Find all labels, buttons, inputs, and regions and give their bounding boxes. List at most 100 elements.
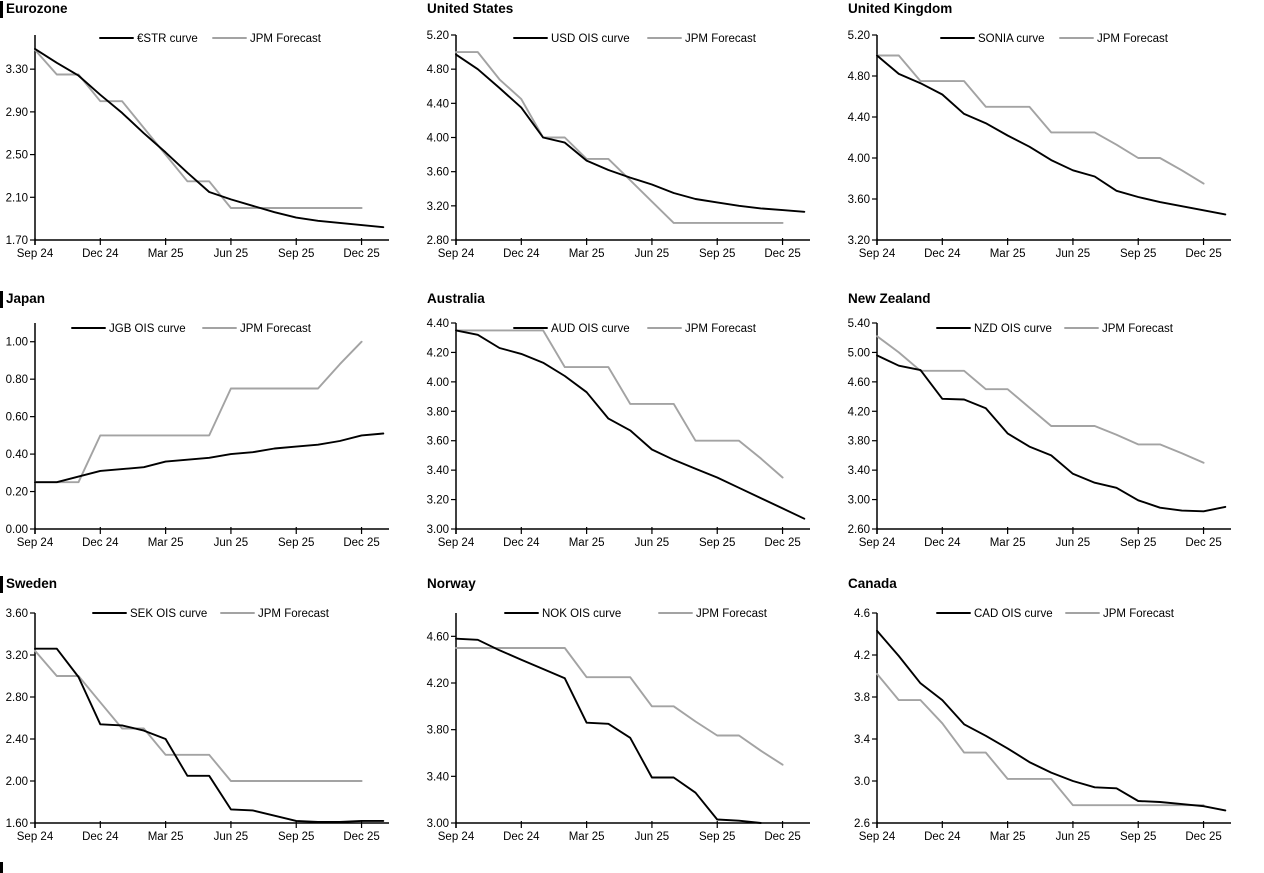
x-tick-label: Sep 25 [278,831,314,843]
y-tick-label: 3.20 [6,650,28,662]
x-tick-label: Dec 24 [82,248,119,260]
x-tick-label: Dec 25 [764,537,800,549]
ois-line [455,53,806,213]
legend-label: JPM Forecast [240,323,312,335]
x-tick-label: Sep 24 [438,537,475,549]
x-tick-label: Dec 25 [343,537,379,549]
chart-title: Canada [848,576,897,591]
y-tick-label: 4.80 [848,71,870,83]
y-tick-label: 3.30 [6,64,28,76]
legend-label: JPM Forecast [1097,33,1169,45]
y-tick-label: 4.80 [427,64,449,76]
y-tick-label: 2.80 [427,235,449,247]
x-tick-label: Sep 24 [859,537,896,549]
x-tick-label: Dec 24 [503,537,540,549]
chart-title: Japan [6,291,46,306]
forecast-line [876,335,1205,464]
x-tick-label: Dec 25 [343,248,379,260]
legend-label: JPM Forecast [685,33,757,45]
y-tick-label: 0.20 [6,487,28,499]
ois-line [455,329,806,520]
y-tick-label: 3.60 [427,436,449,448]
forecast-line [455,51,784,224]
ois-line [876,54,1227,216]
chart-title: United States [427,1,514,16]
x-tick-label: Dec 25 [1185,537,1221,549]
chart-title: Sweden [6,576,58,591]
chart-cell-eurozone: Eurozone 3.30 2.90 2.50 2.10 1.70 Sep 24 Dec 24… [0,0,421,290]
x-tick-label: Jun 25 [635,537,670,549]
x-tick-label: Jun 25 [214,248,249,260]
forecast-line [876,672,1205,807]
y-tick-label: 2.90 [6,107,28,119]
x-tick-label: Sep 25 [1120,831,1156,843]
chart-cell-new-zealand: New Zealand 5.40 5.00 4.60 4.20 3.80 3.40 3.00 2… [842,290,1264,575]
x-tick-label: Jun 25 [1056,248,1091,260]
legend-label: JPM Forecast [258,608,330,620]
chart-title: New Zealand [848,291,931,306]
ois-line [34,47,385,229]
x-tick-label: Sep 24 [859,248,896,260]
y-tick-label: 3.0 [854,776,870,788]
x-tick-label: Dec 24 [82,831,119,843]
y-tick-label: 3.20 [427,201,449,213]
chart-cell-united-states: United States 5.20 4.80 4.40 4.00 3.60 3.20 2.8… [421,0,842,290]
x-tick-label: Mar 25 [990,248,1026,260]
chart-cell-canada: Canada 4.6 4.2 3.8 3.4 3.0 2.6 Sep 24 Dec 24 Mar … [842,575,1264,873]
x-tick-label: Sep 24 [17,248,54,260]
x-tick-label: Sep 25 [1120,248,1156,260]
legend-label: JPM Forecast [685,323,757,335]
legend-label: JPM Forecast [1103,608,1175,620]
y-tick-label: 2.80 [6,692,28,704]
y-tick-label: 3.60 [848,194,870,206]
chart-cell-norway: Norway 4.60 4.20 3.80 3.40 3.00 Sep 24 Dec 24 Ma… [421,575,842,873]
y-tick-label: 3.80 [848,436,870,448]
forecast-line [455,329,784,479]
y-tick-label: 4.60 [427,631,449,643]
legend-label: SONIA curve [978,33,1044,45]
x-tick-label: Dec 25 [1185,831,1221,843]
chart-cell-united-kingdom: United Kingdom 5.20 4.80 4.40 4.00 3.60 3.20 Se… [842,0,1264,290]
ois-line [876,354,1227,513]
x-tick-label: Sep 24 [17,537,54,549]
chart-cell-sweden: Sweden 3.60 3.20 2.80 2.40 2.00 1.60 Sep 24 Dec … [0,575,421,873]
x-tick-label: Dec 25 [764,831,800,843]
x-tick-label: Mar 25 [569,248,605,260]
x-tick-label: Jun 25 [214,831,249,843]
y-tick-label: 4.6 [854,608,870,620]
y-tick-label: 3.60 [6,608,28,620]
y-tick-label: 3.00 [427,818,449,830]
legend-label: NZD OIS curve [974,323,1052,335]
chart-cell-australia: Australia 4.40 4.20 4.00 3.80 3.60 3.40 3.20 3.0… [421,290,842,575]
y-tick-label: 4.40 [427,318,449,330]
x-tick-label: Jun 25 [1056,831,1091,843]
forecast-line [34,48,363,209]
section-bar [0,576,3,593]
chart-title: Australia [427,291,485,306]
x-tick-label: Dec 25 [343,831,379,843]
y-tick-label: 3.40 [848,465,870,477]
x-tick-label: Dec 24 [82,537,119,549]
y-tick-label: 2.00 [6,776,28,788]
y-tick-label: 2.50 [6,150,28,162]
x-tick-label: Dec 25 [764,248,800,260]
legend-label: JPM Forecast [250,33,322,45]
ois-line [876,629,1227,812]
x-tick-label: Sep 25 [699,537,735,549]
x-tick-label: Sep 24 [438,831,475,843]
x-tick-label: Dec 24 [924,537,961,549]
y-tick-label: 1.00 [6,337,28,349]
legend-label: JPM Forecast [1102,323,1174,335]
legend-label: SEK OIS curve [130,608,207,620]
x-tick-label: Jun 25 [1056,537,1091,549]
legend-label: NOK OIS curve [542,608,621,620]
y-tick-label: 3.20 [848,235,870,247]
y-tick-label: 3.20 [427,495,449,507]
y-tick-label: 3.00 [427,524,449,536]
